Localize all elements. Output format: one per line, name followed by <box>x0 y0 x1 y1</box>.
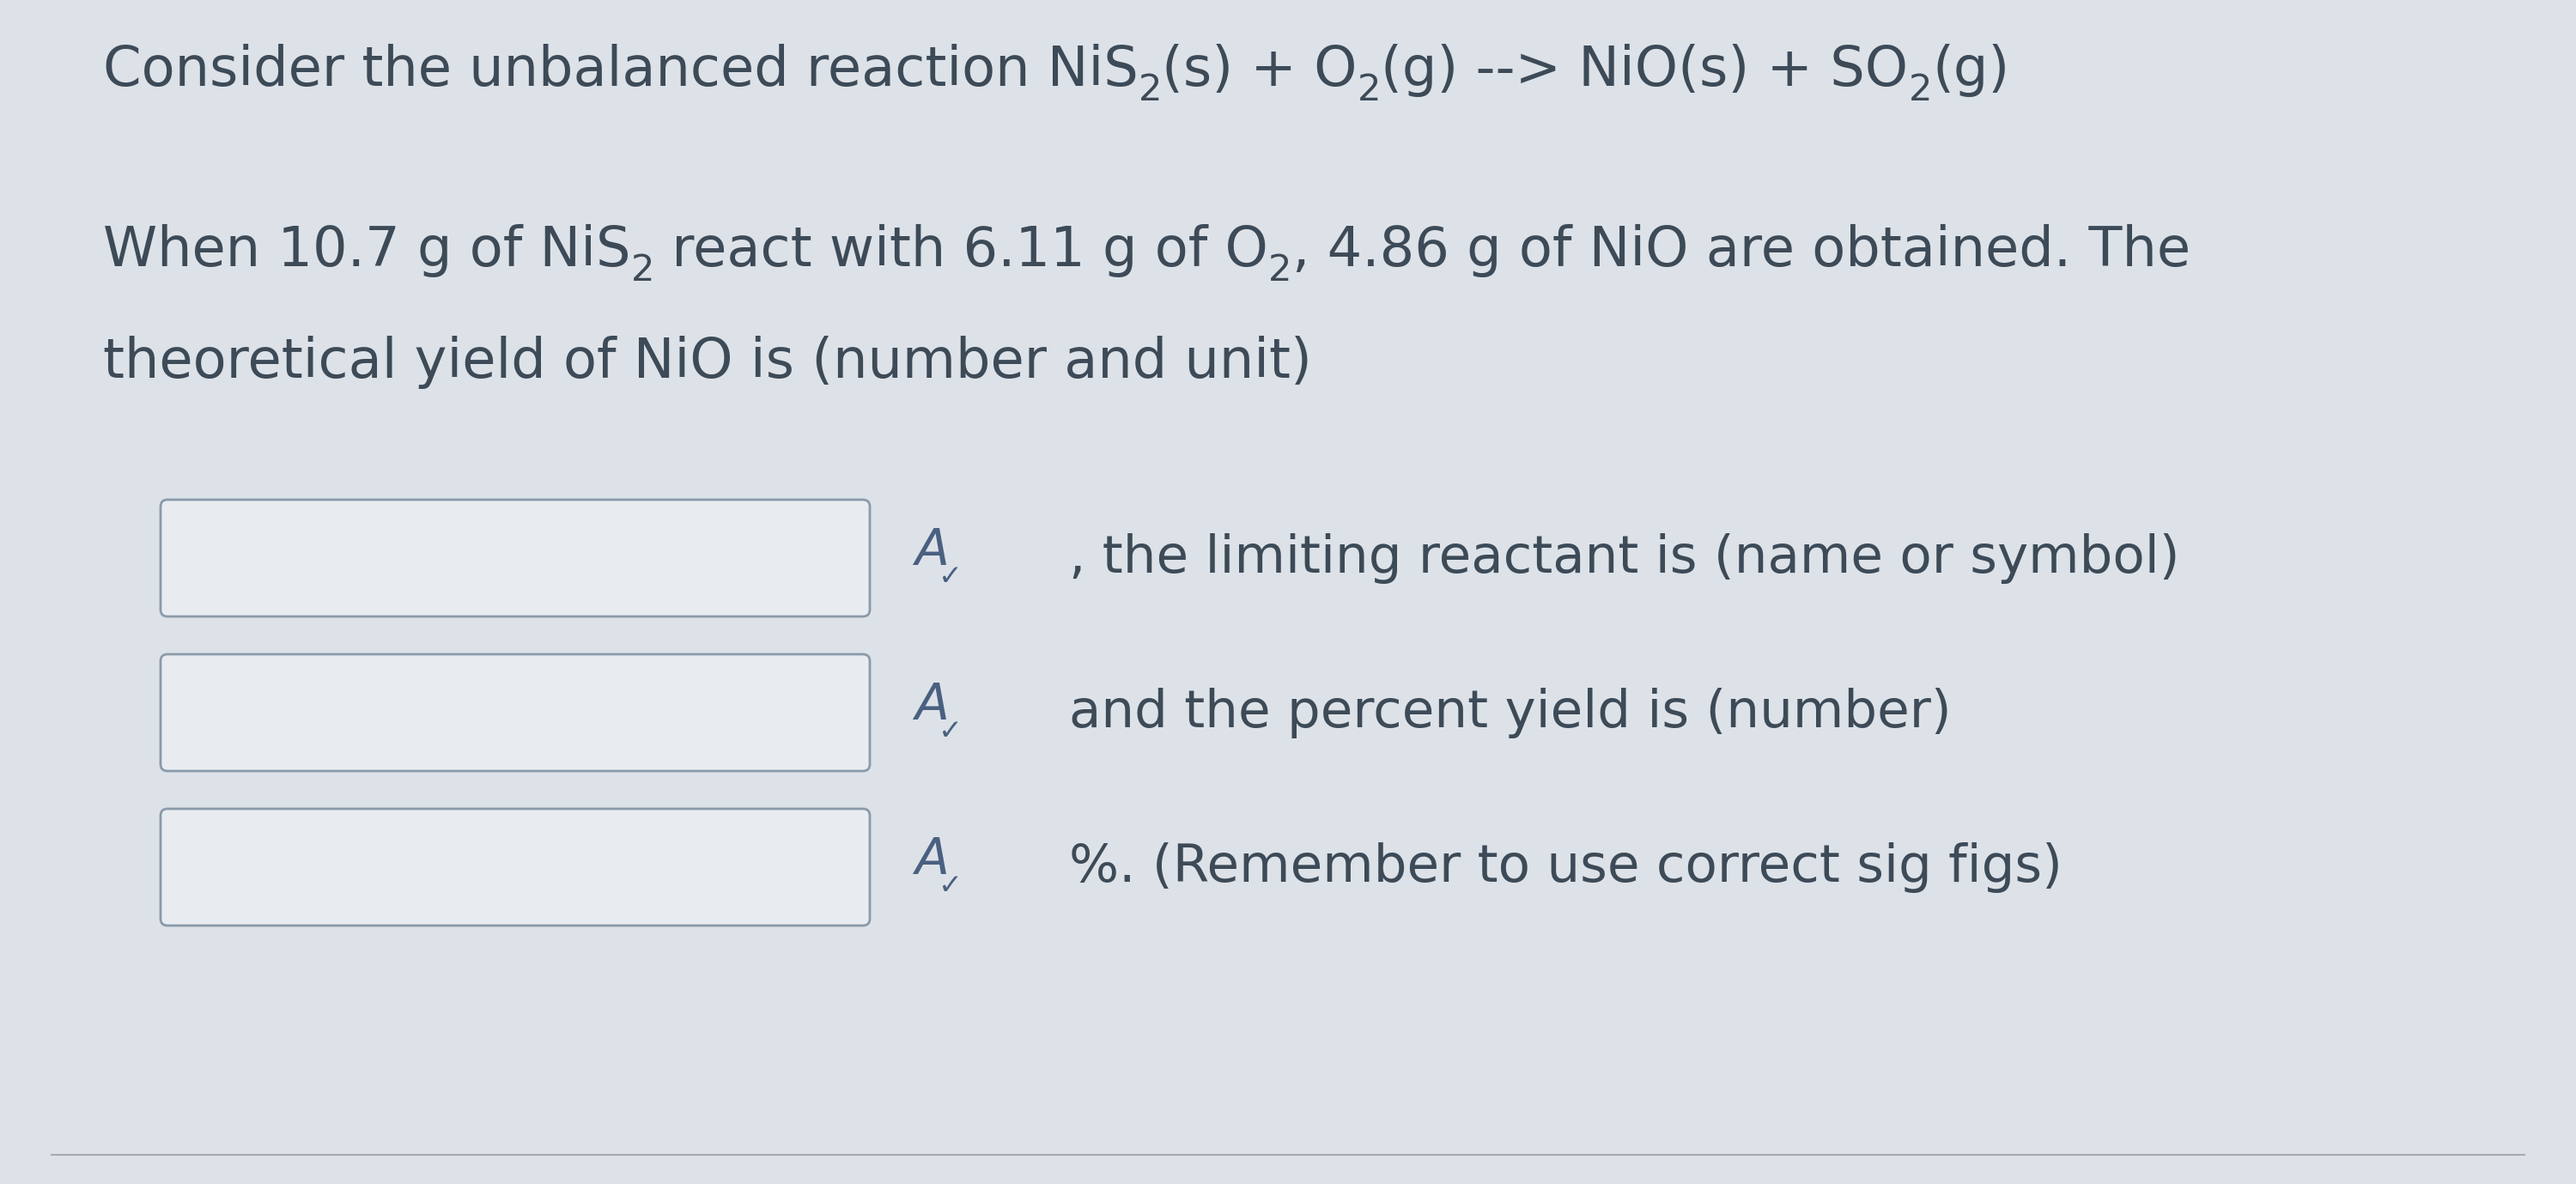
Text: and the percent yield is (number): and the percent yield is (number) <box>1069 687 1953 738</box>
Text: A: A <box>914 527 948 575</box>
Text: (g): (g) <box>1932 44 2009 97</box>
Text: , the limiting reactant is (name or symbol): , the limiting reactant is (name or symb… <box>1069 533 2179 584</box>
Text: A: A <box>914 681 948 731</box>
Text: react with 6.11 g of O: react with 6.11 g of O <box>654 224 1267 277</box>
Text: 2: 2 <box>631 253 654 289</box>
FancyBboxPatch shape <box>160 500 871 617</box>
Text: %. (Remember to use correct sig figs): %. (Remember to use correct sig figs) <box>1069 842 2063 893</box>
Text: , 4.86 g of NiO are obtained. The: , 4.86 g of NiO are obtained. The <box>1293 224 2190 277</box>
Text: 2: 2 <box>1358 72 1381 109</box>
Text: ✓: ✓ <box>938 871 963 900</box>
Text: A: A <box>914 836 948 884</box>
Text: ✓: ✓ <box>938 562 963 591</box>
Text: (s) + O: (s) + O <box>1162 44 1358 97</box>
Text: 2: 2 <box>1267 253 1293 289</box>
Text: 2: 2 <box>1139 72 1162 109</box>
Text: Consider the unbalanced reaction NiS: Consider the unbalanced reaction NiS <box>103 44 1139 97</box>
Text: theoretical yield of NiO is (number and unit): theoretical yield of NiO is (number and … <box>103 336 1311 388</box>
Text: When 10.7 g of NiS: When 10.7 g of NiS <box>103 224 631 277</box>
FancyBboxPatch shape <box>160 655 871 771</box>
FancyBboxPatch shape <box>160 809 871 926</box>
Text: 2: 2 <box>1909 72 1932 109</box>
Text: ✓: ✓ <box>938 718 963 746</box>
Text: (g) --> NiO(s) + SO: (g) --> NiO(s) + SO <box>1381 44 1909 97</box>
